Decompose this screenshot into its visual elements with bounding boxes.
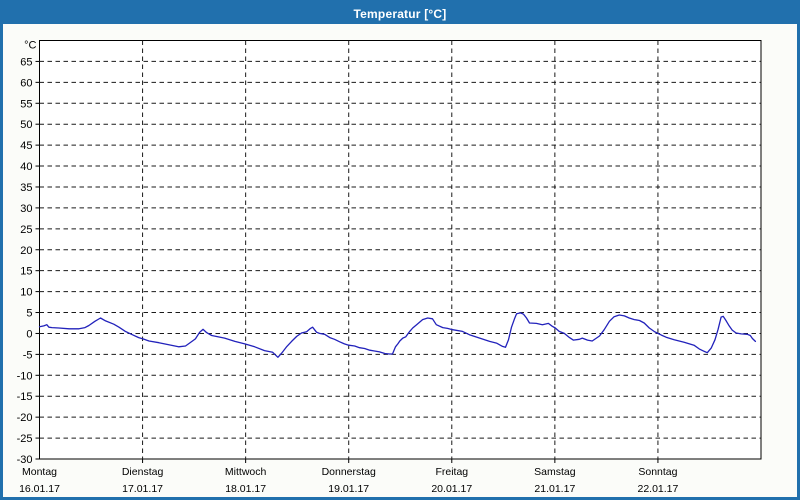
x-date-label: 17.01.17 <box>122 483 163 495</box>
x-weekday-label: Sonntag <box>638 466 677 478</box>
y-tick-label: -30 <box>17 454 33 466</box>
y-tick-label: 35 <box>20 182 32 194</box>
y-axis-unit-label: °C <box>24 40 36 52</box>
y-tick-label: 30 <box>20 203 32 215</box>
y-tick-label: 45 <box>20 140 32 152</box>
x-weekday-label: Donnerstag <box>322 466 376 478</box>
y-tick-label: -15 <box>17 391 33 403</box>
x-weekday-label: Dienstag <box>122 466 164 478</box>
y-tick-label: 10 <box>20 287 32 299</box>
y-tick-label: -10 <box>17 370 33 382</box>
x-weekday-label: Montag <box>22 466 57 478</box>
x-date-label: 19.01.17 <box>328 483 369 495</box>
y-tick-label: -20 <box>17 412 33 424</box>
y-tick-label: -5 <box>23 349 33 361</box>
y-tick-label: 60 <box>20 77 32 89</box>
temperature-chart: 65605550454035302520151050-5-10-15-20-25… <box>17 40 762 495</box>
x-date-label: 20.01.17 <box>431 483 472 495</box>
y-tick-label: 20 <box>20 245 32 257</box>
window-titlebar[interactable]: Temperatur [°C] <box>3 3 797 25</box>
y-tick-label: 15 <box>20 266 32 278</box>
x-weekday-label: Freitag <box>435 466 468 478</box>
y-tick-label: 40 <box>20 161 32 173</box>
x-date-label: 16.01.17 <box>19 483 60 495</box>
x-date-label: 21.01.17 <box>534 483 575 495</box>
temperature-series-line <box>38 312 757 358</box>
y-tick-label: 0 <box>26 328 32 340</box>
y-tick-label: 65 <box>20 56 32 68</box>
y-tick-label: 50 <box>20 119 32 131</box>
window-title: Temperatur [°C] <box>353 6 447 21</box>
x-date-label: 18.01.17 <box>225 483 266 495</box>
x-weekday-label: Mittwoch <box>225 466 267 478</box>
chart-container: 65 60 55 50 45 40 35 30 25 20 15 10 5 0 -5 -10 -15 -20 -25… <box>3 24 797 497</box>
x-weekday-label: Samstag <box>534 466 576 478</box>
y-tick-label: -25 <box>17 433 33 445</box>
x-date-label: 22.01.17 <box>637 483 678 495</box>
y-tick-label: 5 <box>26 308 32 320</box>
y-tick-label: 25 <box>20 224 32 236</box>
y-tick-label: 55 <box>20 98 32 110</box>
